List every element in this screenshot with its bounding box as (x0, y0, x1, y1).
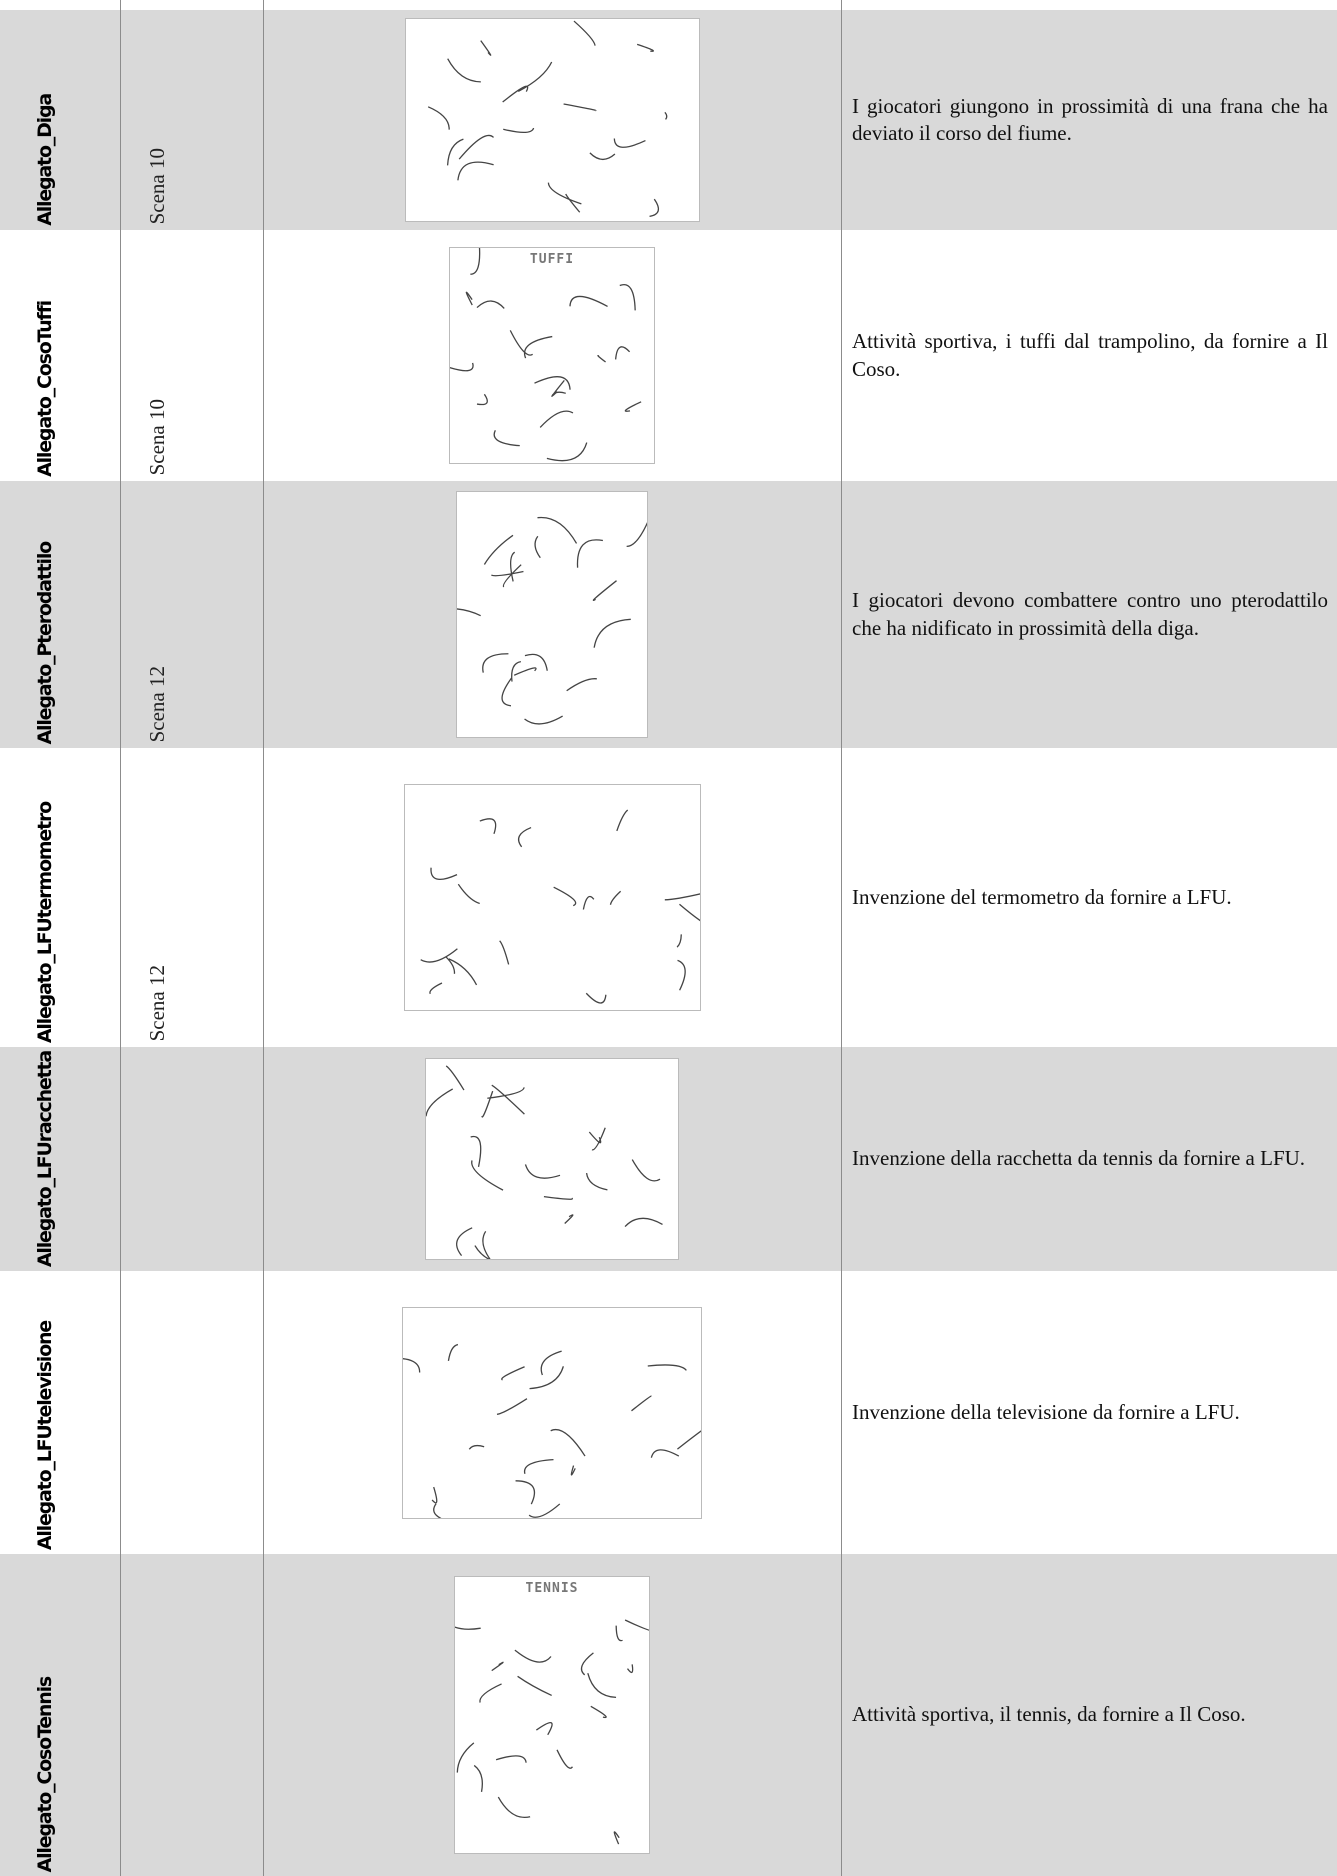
illustration (402, 1306, 702, 1519)
table-row: Allegato_LFUtermometro Scena 12 Invenzione… (0, 748, 1337, 1047)
description: Attività sportiva, i tuffi dal trampolin… (852, 329, 1328, 381)
table-row: Allegato_Pterodattilo Scena 12 I giocatori… (0, 481, 1337, 748)
description-cell: Attività sportiva, i tuffi dal trampolin… (852, 230, 1328, 481)
column-divider (120, 0, 121, 1876)
illustration (425, 1058, 679, 1260)
table-row: Allegato_LFUtelevisione Invenzione della … (0, 1271, 1337, 1554)
description-cell: I giocatori giungono in prossimità di un… (852, 10, 1328, 230)
description-cell: Attività sportiva, il tennis, da fornire… (852, 1554, 1328, 1876)
table-row: Allegato_CosoTennis TENNIS Attività sporti… (0, 1554, 1337, 1876)
description: Attività sportiva, il tennis, da fornire… (852, 1702, 1246, 1727)
attachment-label: Allegato_Pterodattilo (34, 541, 56, 744)
table-row: Allegato_LFUracchetta Invenzione della ra… (0, 1047, 1337, 1271)
illustration (403, 784, 701, 1011)
description-cell: Invenzione del termometro da fornire a L… (852, 748, 1328, 1047)
illustration-caption: TUFFI (529, 252, 575, 267)
scene-label: Scena 10 (145, 147, 169, 224)
scene-label: Scena 12 (145, 964, 169, 1041)
illustration: TUFFI (449, 247, 655, 464)
column-divider (263, 0, 264, 1876)
scene-label: Scena 12 (145, 665, 169, 742)
attachment-label: Allegato_LFUtermometro (34, 801, 56, 1043)
attachment-label: Allegato_Diga (34, 94, 56, 226)
scene-label: Scena 10 (145, 398, 169, 475)
illustration (404, 18, 700, 222)
table-row: Allegato_CosoTuffi Scena 10 TUFFI Attività … (0, 230, 1337, 481)
description: I giocatori giungono in prossimità di un… (852, 93, 1328, 145)
column-divider (841, 0, 842, 1876)
description: I giocatori devono combattere contro uno… (852, 588, 1328, 640)
illustration (456, 491, 648, 738)
attachment-label: Allegato_LFUracchetta (34, 1050, 56, 1267)
attachment-label: Allegato_CosoTuffi (34, 301, 56, 477)
description: Invenzione della televisione da fornire … (852, 1399, 1240, 1424)
attachment-label: Allegato_LFUtelevisione (34, 1320, 56, 1550)
illustration: TENNIS (454, 1576, 650, 1854)
description-cell: I giocatori devono combattere contro uno… (852, 481, 1328, 748)
illustration-caption: TENNIS (525, 1581, 579, 1596)
description-cell: Invenzione della racchetta da tennis da … (852, 1047, 1328, 1271)
description: Invenzione della racchetta da tennis da … (852, 1146, 1306, 1171)
table-row: Allegato_Diga Scena 10 I giocatori giungon… (0, 10, 1337, 230)
description: Invenzione del termometro da fornire a L… (852, 884, 1232, 909)
attachment-label: Allegato_CosoTennis (34, 1676, 56, 1872)
description-cell: Invenzione della televisione da fornire … (852, 1271, 1328, 1554)
